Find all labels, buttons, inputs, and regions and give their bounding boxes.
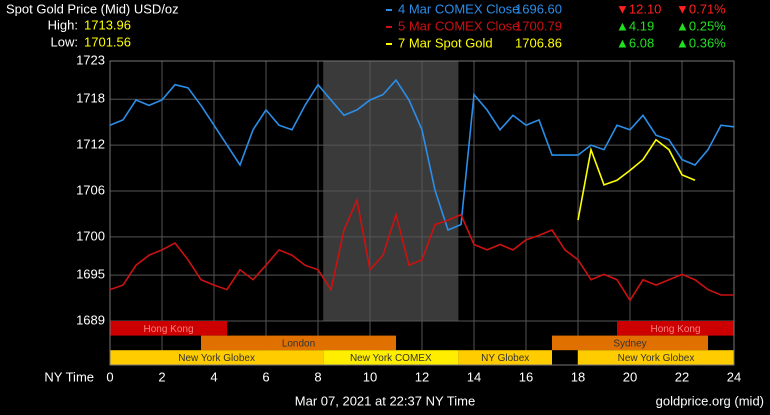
- series-line: [109, 78, 735, 232]
- legend-price: 1696.60: [515, 1, 562, 16]
- legend-price: 1706.86: [515, 35, 562, 50]
- legend-percent: ▲0.36%: [676, 35, 726, 50]
- high-value: 1713.96: [84, 17, 131, 32]
- session-label: Hong Kong: [143, 324, 193, 335]
- session-label: Sydney: [613, 339, 646, 350]
- session-bar: [552, 335, 708, 351]
- session-bar: [110, 321, 227, 336]
- y-tick-label: 1695: [76, 267, 105, 282]
- plot-border: [109, 60, 735, 366]
- x-tick-label: 24: [727, 369, 741, 384]
- chart-title: Spot Gold Price (Mid) USD/oz: [6, 1, 179, 16]
- x-axis-label: NY Time: [44, 369, 94, 384]
- x-tick-label: 12: [415, 369, 429, 384]
- low-label: Low:: [51, 34, 78, 49]
- high-label: High:: [48, 17, 78, 32]
- timestamp: Mar 07, 2021 at 22:37 NY Time: [295, 393, 475, 408]
- y-tick-label: 1712: [76, 137, 105, 152]
- session-bar: [110, 350, 324, 365]
- session-label: NY Globex: [481, 353, 529, 364]
- x-tick-label: 6: [262, 369, 269, 384]
- x-tick-label: 18: [571, 369, 585, 384]
- x-tick-label: 10: [363, 369, 377, 384]
- legend-label: 4 Mar COMEX Close: [398, 1, 519, 16]
- y-tick-label: 1718: [76, 91, 105, 106]
- y-tick-label: 1700: [76, 228, 105, 243]
- x-tick-label: 22: [675, 369, 689, 384]
- x-tick-label: 20: [623, 369, 637, 384]
- session-label: New York Globex: [618, 353, 695, 364]
- legend-change: ▼12.10: [616, 1, 661, 16]
- session-label: New York COMEX: [350, 353, 432, 364]
- low-value: 1701.56: [84, 34, 131, 49]
- y-tick-label: 1689: [76, 312, 105, 327]
- x-tick-label: 8: [314, 369, 321, 384]
- y-tick-label: 1723: [76, 52, 105, 67]
- x-tick-label: 4: [210, 369, 217, 384]
- legend-percent: ▲0.25%: [676, 18, 726, 33]
- x-tick-label: 14: [467, 369, 481, 384]
- legend-change: ▲4.19: [616, 18, 654, 33]
- series-line: [577, 138, 696, 221]
- x-tick-label: 16: [519, 369, 533, 384]
- session-label: Hong Kong: [650, 324, 700, 335]
- session-bar: [323, 350, 459, 365]
- session-bar: [578, 350, 734, 365]
- x-tick-label: 0: [106, 369, 113, 384]
- session-bar: [201, 335, 396, 351]
- session-bar: [617, 321, 734, 336]
- x-tick-label: 2: [158, 369, 165, 384]
- session-label: London: [282, 339, 315, 350]
- session-label: New York Globex: [178, 353, 255, 364]
- legend-label: 5 Mar COMEX Close: [398, 18, 519, 33]
- legend-label: 7 Mar Spot Gold: [398, 35, 493, 50]
- legend-price: 1700.79: [515, 18, 562, 33]
- session-bar: [458, 350, 552, 365]
- legend-percent: ▼0.71%: [676, 1, 726, 16]
- legend-change: ▲6.08: [616, 35, 654, 50]
- y-tick-label: 1706: [76, 182, 105, 197]
- source: goldprice.org (mid): [656, 393, 764, 408]
- series-line: [109, 197, 734, 302]
